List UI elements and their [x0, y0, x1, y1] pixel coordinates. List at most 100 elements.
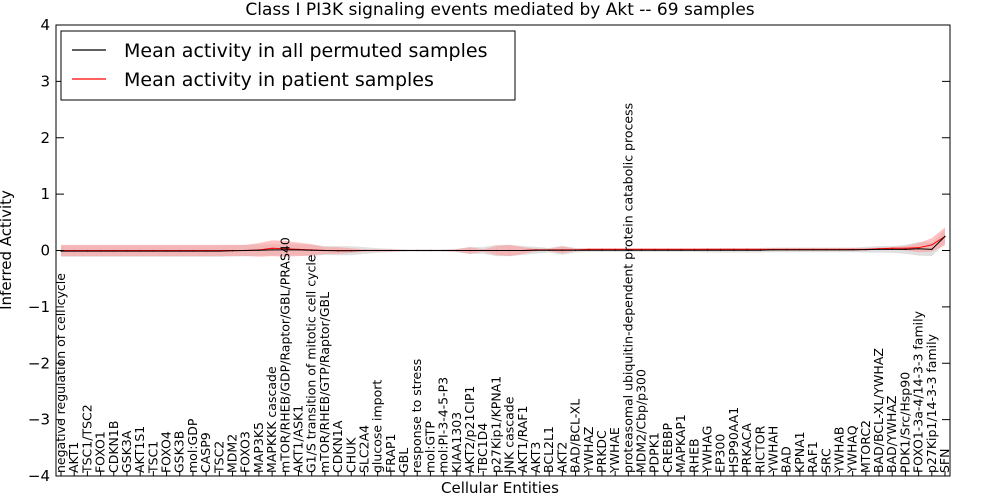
permuted-line-point: [152, 250, 154, 252]
permuted-line-point: [772, 249, 775, 251]
permuted-line-point: [508, 249, 511, 252]
x-tick-label: EP300: [713, 434, 728, 473]
chart-title: Class I PI3K signaling events mediated b…: [245, 0, 754, 20]
permuted-line-point: [258, 249, 260, 251]
x-tick-label: AKT1S1: [132, 426, 147, 473]
x-tick-label: MTORC2: [858, 420, 873, 473]
permuted-line-point: [469, 249, 471, 252]
x-tick-label: SFN: [937, 449, 952, 473]
x-tick-label: AKT2: [554, 442, 569, 473]
y-tick-label: −1: [28, 298, 50, 316]
permuted-line-point: [693, 249, 695, 251]
patient-line-point: [746, 248, 748, 250]
x-tick-label: p27Kip1/14-3-3 family: [924, 333, 939, 473]
x-tick-label: HSP90AA1: [726, 407, 741, 473]
permuted-line-point: [746, 249, 748, 251]
patient-line-point: [931, 244, 933, 246]
permuted-line-point: [706, 249, 709, 251]
x-tick-label: KIAA1303: [449, 412, 464, 473]
x-tick-label: response to stress: [409, 359, 424, 473]
x-tick-label: BCL2L1: [541, 426, 556, 473]
x-tick-label: MDM2/Cbp/p300: [634, 369, 649, 473]
permuted-line-point: [904, 248, 907, 250]
permuted-line-point: [733, 249, 735, 251]
permuted-line-point: [865, 249, 867, 251]
x-tick-label: mol:PI-3-4-5-P3: [436, 377, 451, 473]
x-tick-label: CASP9: [198, 432, 213, 473]
x-tick-label: proteasomal ubiquitin-dependent protein …: [620, 103, 635, 473]
y-tick-label: 1: [40, 185, 50, 203]
permuted-line-point: [192, 250, 194, 252]
permuted-line-point: [852, 249, 854, 251]
permuted-line-point: [126, 250, 128, 252]
patient-line-point: [918, 247, 920, 249]
permuted-line-point: [588, 249, 590, 251]
permuted-line-point: [337, 250, 339, 252]
permuted-line-point: [825, 249, 827, 251]
x-tick-label: MAP3K5: [251, 422, 266, 473]
y-tick-label: −2: [28, 354, 50, 372]
patient-line-point: [640, 248, 643, 250]
permuted-line-point: [363, 249, 366, 252]
x-tick-label: PDK1/Src/Hsp90: [897, 372, 912, 473]
permuted-line-point: [786, 249, 788, 251]
permuted-line-point: [443, 249, 445, 252]
x-ticks: negative regulation of cell cycleAKT1TSC…: [53, 103, 952, 476]
permuted-line-point: [403, 249, 405, 252]
permuted-line-point: [165, 250, 168, 252]
legend: Mean activity in all permuted samples Me…: [60, 30, 516, 101]
x-tick-label: PDPK1: [647, 432, 662, 473]
x-tick-label: AKT1/ASK1: [290, 405, 305, 473]
x-tick-label: BAD/YWHAZ: [884, 396, 899, 473]
permuted-line-point: [574, 249, 577, 251]
x-tick-label: CDKN1B: [106, 421, 121, 473]
x-tick-label: TSC2: [211, 441, 226, 474]
patient-line-point: [271, 247, 273, 249]
x-tick-label: glucose import: [370, 380, 385, 473]
y-tick-label: 4: [40, 16, 50, 34]
y-tick-label: 2: [40, 129, 50, 147]
x-tick-label: JNK cascade: [502, 396, 517, 474]
patient-line-point: [904, 247, 907, 249]
permuted-line-point: [416, 249, 418, 252]
x-tick-label: YWHAB: [831, 426, 846, 474]
permuted-line-point: [640, 249, 643, 251]
y-axis-label: Inferred Activity: [0, 190, 15, 310]
x-tick-label: BAD: [779, 446, 794, 473]
permuted-line-point: [139, 250, 141, 252]
x-tick-label: YWHAZ: [581, 426, 596, 474]
series-lines: [60, 235, 946, 252]
x-tick-label: BAD/BCL-XL/YWHAZ: [871, 348, 886, 473]
permuted-line-point: [429, 249, 432, 252]
permuted-line-point: [73, 250, 75, 252]
x-tick-label: FOXO1: [93, 431, 108, 473]
x-tick-label: FOXO4: [159, 431, 174, 473]
x-tick-label: AKT1/RAF1: [515, 406, 530, 473]
x-tick-label: YWHAG: [700, 426, 715, 474]
x-tick-label: GSK3A: [119, 430, 134, 473]
permuted-line-point: [918, 248, 920, 250]
y-ticks: 4 3 2 1 0 −1 −2 −3 −4: [28, 16, 950, 485]
permuted-line-point: [390, 249, 392, 252]
x-tick-label: RHEB: [686, 438, 701, 473]
permuted-line: [61, 236, 946, 252]
x-tick-label: TSC1: [145, 441, 160, 474]
legend-label-permuted: Mean activity in all permuted samples: [124, 40, 487, 62]
permuted-line-point: [601, 249, 603, 251]
x-tick-label: SRC: [818, 448, 833, 473]
permuted-line-point: [812, 249, 814, 251]
permuted-line-point: [179, 250, 181, 252]
x-tick-label: FRAP1: [383, 434, 398, 473]
permuted-line-point: [654, 249, 656, 251]
permuted-line-point: [799, 249, 801, 251]
permuted-line-point: [759, 249, 761, 251]
permuted-line-point: [522, 249, 524, 252]
permuted-line-point: [205, 250, 207, 252]
x-tick-label: mTOR/RHEB/GDP/Raptor/GBL/PRAS40: [277, 237, 292, 473]
patient-line-point: [614, 248, 616, 250]
x-tick-label: TSC1/TSC2: [79, 404, 94, 474]
x-tick-label: p27Kip1/KPNA1: [488, 376, 503, 473]
permuted-line-point: [535, 249, 537, 251]
permuted-line-point: [324, 249, 326, 252]
x-tick-label: MDM2: [225, 434, 240, 473]
